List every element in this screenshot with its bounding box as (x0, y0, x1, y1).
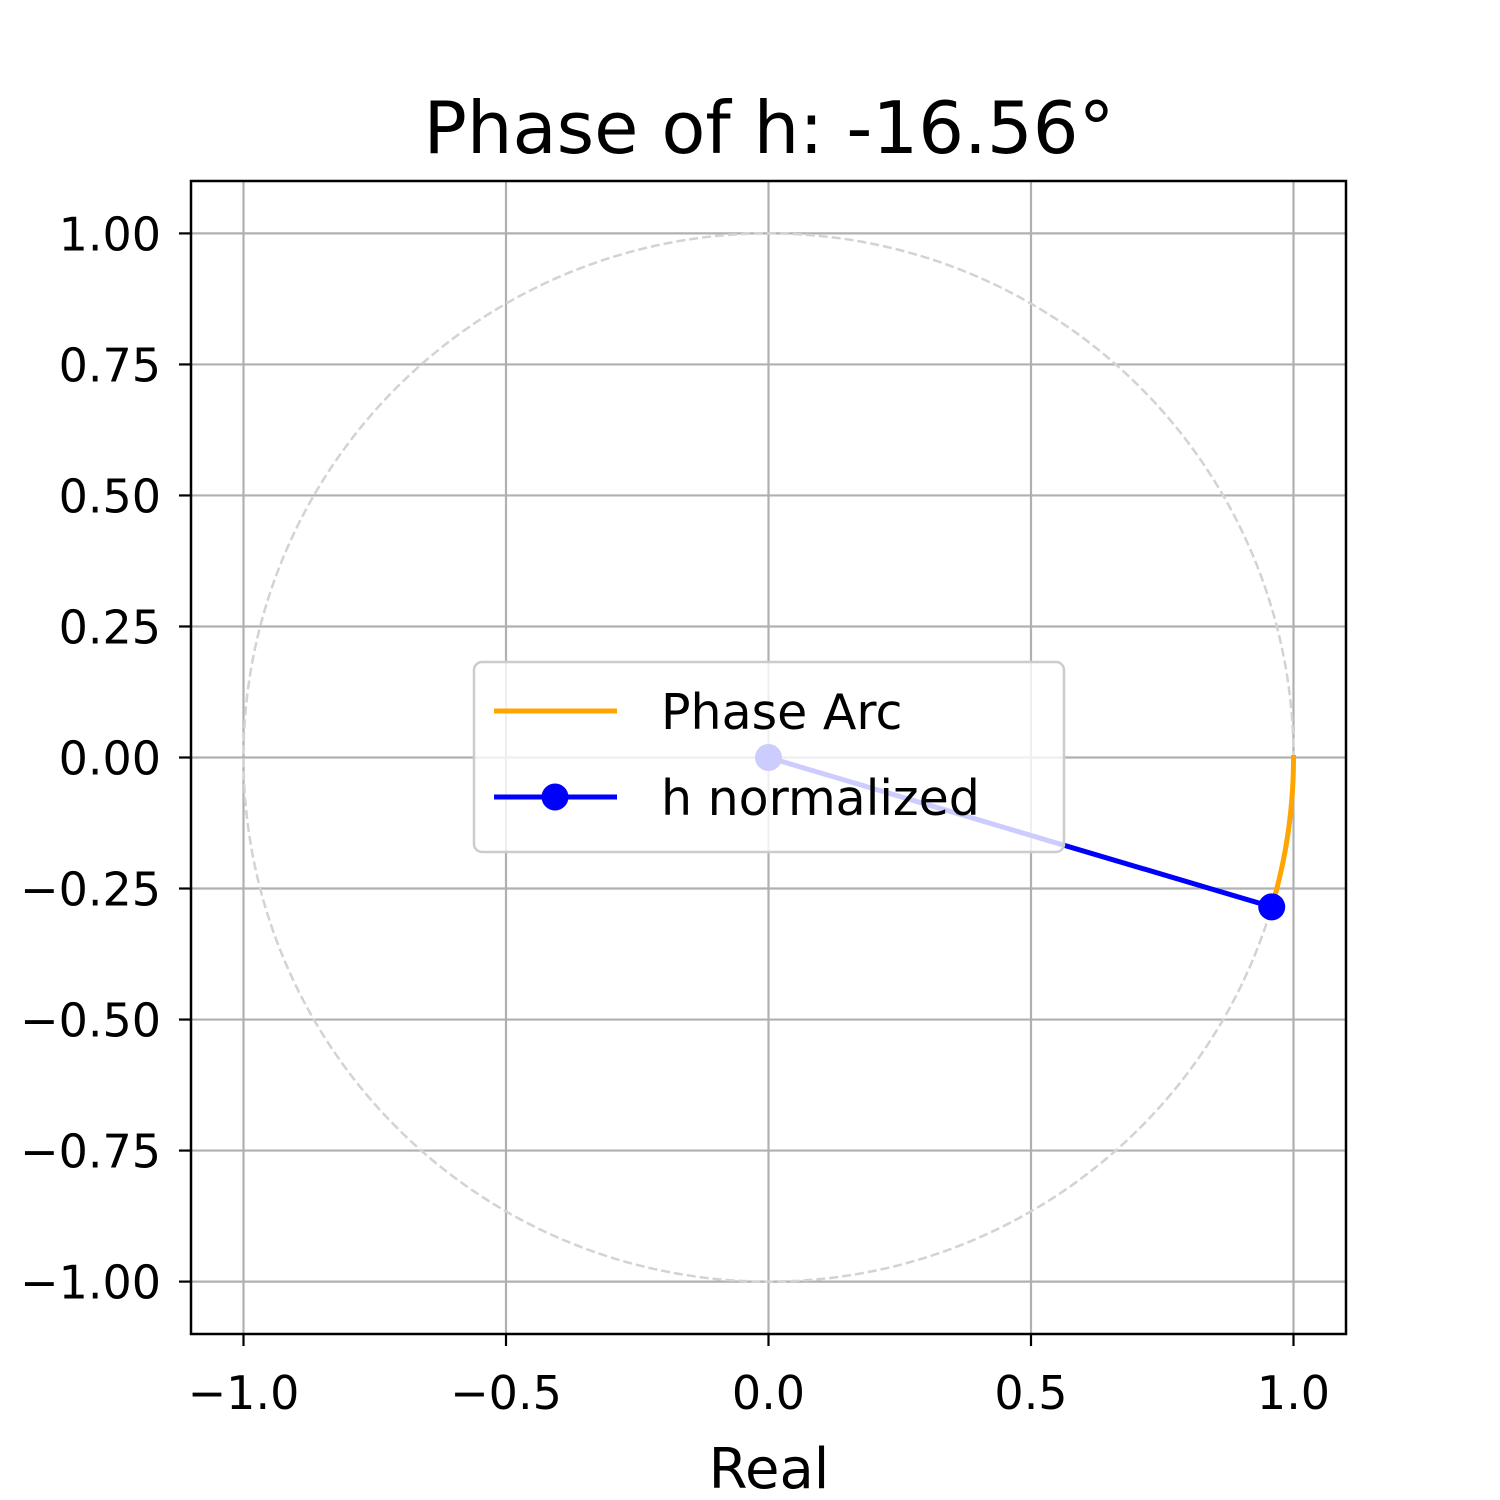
legend-label: Phase Arc (661, 684, 902, 741)
y-tick-label: −1.00 (20, 1256, 161, 1310)
x-tick-label: 1.0 (1257, 1366, 1330, 1420)
h-normalized-point (1258, 893, 1286, 921)
legend: Phase Arc h normalized (472, 660, 1066, 854)
y-tick-label: 0.50 (59, 469, 161, 523)
y-tick-label: −0.25 (20, 863, 161, 917)
x-tick-label: −0.5 (450, 1366, 562, 1420)
y-tick-label: 0.25 (59, 600, 161, 654)
legend-marker (541, 783, 569, 811)
y-tick-label: 0.75 (59, 338, 161, 392)
axis-ticks: −1.0 −0.5 0.0 0.5 1.0 1.00 0.75 0.50 0.25 0.00 −0.… (20, 207, 1330, 1420)
y-tick-label: −0.75 (20, 1125, 161, 1179)
y-tick-label: 1.00 (59, 207, 161, 261)
y-tick-label: −0.50 (20, 994, 161, 1048)
chart-title: Phase of h: -16.56° (423, 86, 1114, 170)
x-tick-label: −1.0 (188, 1366, 300, 1420)
phase-arc-line (1268, 754, 1297, 910)
x-tick-label: 0.5 (994, 1366, 1067, 1420)
x-axis-label: Real (709, 1437, 830, 1500)
y-tick-label: 0.00 (59, 732, 161, 786)
legend-label: h normalized (661, 770, 980, 827)
legend-box (472, 660, 1066, 854)
x-tick-label: 0.0 (732, 1366, 805, 1420)
